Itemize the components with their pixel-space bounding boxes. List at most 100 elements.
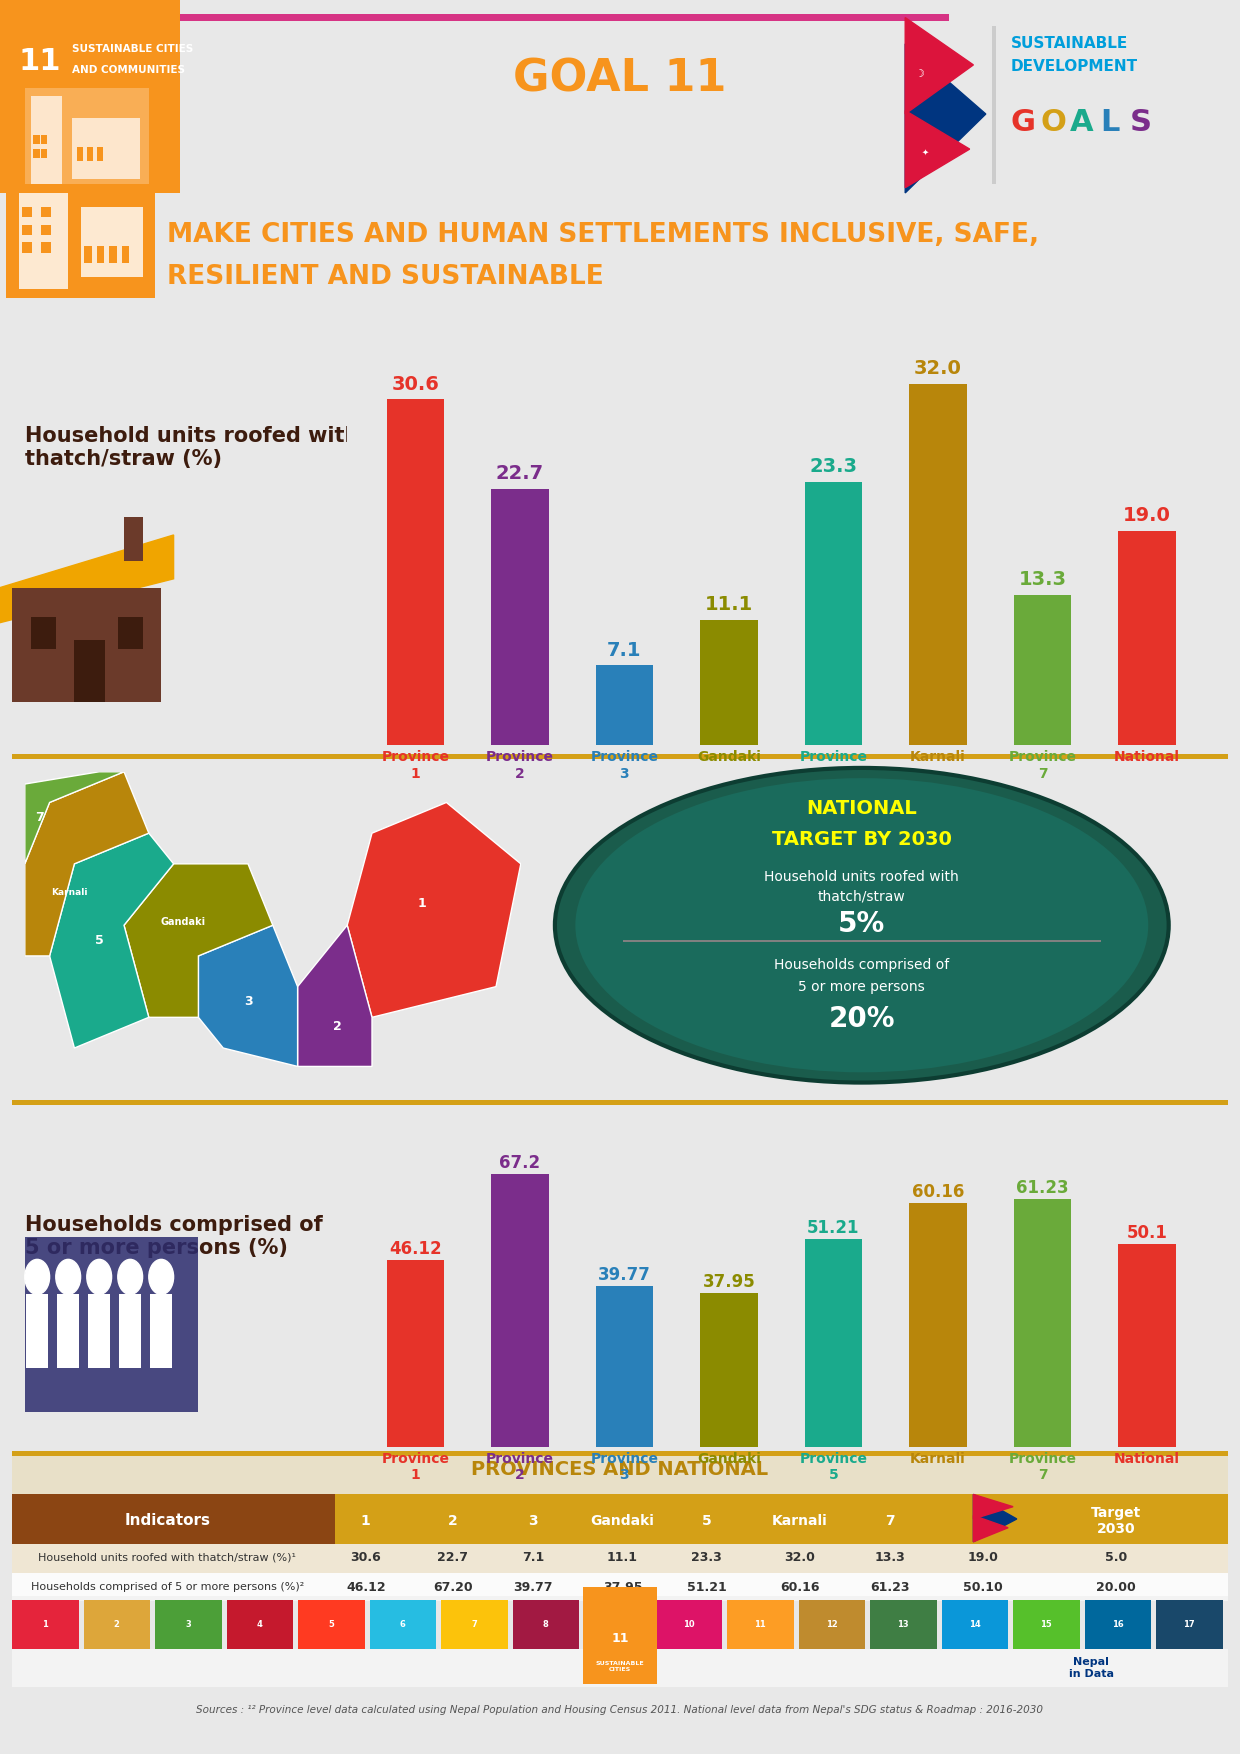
Text: GOAL 11: GOAL 11 xyxy=(513,58,727,100)
Bar xyxy=(41,135,47,144)
Bar xyxy=(12,754,1228,759)
Text: TARGET BY 2030: TARGET BY 2030 xyxy=(771,830,952,849)
Text: 10: 10 xyxy=(683,1619,694,1629)
Text: 30.6: 30.6 xyxy=(392,375,439,393)
Text: 19.0: 19.0 xyxy=(1123,505,1171,524)
Bar xyxy=(150,1294,172,1368)
Text: 11.1: 11.1 xyxy=(608,1551,639,1565)
Text: Gandaki: Gandaki xyxy=(590,1514,655,1528)
Polygon shape xyxy=(298,924,372,1066)
Bar xyxy=(19,193,68,289)
Text: 7: 7 xyxy=(35,810,45,824)
Text: 5: 5 xyxy=(702,1514,712,1528)
Bar xyxy=(12,1544,1228,1573)
Text: 37.95: 37.95 xyxy=(703,1273,755,1291)
Text: DEVELOPMENT: DEVELOPMENT xyxy=(1011,60,1138,74)
Bar xyxy=(6,184,155,298)
Text: 16: 16 xyxy=(1111,1619,1123,1629)
Bar xyxy=(491,489,548,745)
Text: 51.21: 51.21 xyxy=(807,1219,859,1237)
Text: 13.3: 13.3 xyxy=(1018,570,1066,589)
Bar xyxy=(33,135,40,144)
Bar xyxy=(12,1544,1228,1596)
Bar xyxy=(31,96,62,184)
Bar xyxy=(119,1294,141,1368)
Text: 5%: 5% xyxy=(838,910,885,938)
Text: 32.0: 32.0 xyxy=(914,360,962,377)
Polygon shape xyxy=(973,1515,1008,1542)
Bar xyxy=(1118,1244,1176,1447)
Text: 39.77: 39.77 xyxy=(598,1266,651,1284)
Polygon shape xyxy=(124,863,273,1017)
Bar xyxy=(155,1600,222,1649)
Bar xyxy=(33,135,40,144)
Bar xyxy=(370,1600,436,1649)
Text: 5.0: 5.0 xyxy=(1105,1551,1127,1565)
Bar xyxy=(74,640,105,702)
Text: O: O xyxy=(1040,109,1066,137)
Text: 1: 1 xyxy=(417,896,427,910)
Bar xyxy=(513,1600,579,1649)
Text: 20%: 20% xyxy=(828,1005,895,1033)
Bar xyxy=(595,665,653,745)
Bar xyxy=(992,26,996,184)
Bar xyxy=(799,1600,866,1649)
Text: 3: 3 xyxy=(244,995,252,1009)
Bar xyxy=(0,0,180,193)
Bar xyxy=(31,617,56,649)
Polygon shape xyxy=(905,111,970,188)
Text: 5 or more persons: 5 or more persons xyxy=(799,980,925,995)
Text: 7: 7 xyxy=(471,1619,477,1629)
Polygon shape xyxy=(905,18,973,114)
Text: 51.21: 51.21 xyxy=(687,1580,727,1594)
Text: 11: 11 xyxy=(19,47,61,75)
Bar xyxy=(1013,1600,1080,1649)
Text: 61.23: 61.23 xyxy=(870,1580,910,1594)
Polygon shape xyxy=(905,44,986,193)
Bar xyxy=(12,588,161,702)
Bar xyxy=(22,242,32,253)
Text: NATIONAL: NATIONAL xyxy=(806,800,918,819)
Polygon shape xyxy=(25,772,124,863)
Bar xyxy=(1118,530,1176,745)
Text: 50.1: 50.1 xyxy=(1127,1224,1167,1242)
Text: 23.3: 23.3 xyxy=(810,458,857,477)
Text: SUSTAINABLE CITIES: SUSTAINABLE CITIES xyxy=(72,44,193,54)
Polygon shape xyxy=(0,535,174,623)
Text: SUSTAINABLE
CITIES: SUSTAINABLE CITIES xyxy=(595,1661,645,1672)
Text: Karnali: Karnali xyxy=(773,1514,827,1528)
Text: RESILIENT AND SUSTAINABLE: RESILIENT AND SUSTAINABLE xyxy=(167,265,604,289)
Bar xyxy=(805,1240,862,1447)
Bar xyxy=(12,1456,1228,1494)
Bar xyxy=(97,246,104,263)
Text: 7: 7 xyxy=(885,1514,895,1528)
Text: SUSTAINABLE: SUSTAINABLE xyxy=(1011,37,1128,51)
Bar xyxy=(72,118,140,179)
Text: Household units roofed with thatch/straw (%)¹: Household units roofed with thatch/straw… xyxy=(38,1552,296,1563)
Bar xyxy=(41,242,51,253)
Circle shape xyxy=(149,1259,174,1294)
Text: 19.0: 19.0 xyxy=(968,1551,998,1565)
Text: 61.23: 61.23 xyxy=(1016,1179,1069,1196)
Bar xyxy=(41,225,51,235)
Circle shape xyxy=(118,1259,143,1294)
Bar xyxy=(299,1600,365,1649)
Bar xyxy=(584,1600,651,1649)
Text: 5: 5 xyxy=(329,1619,334,1629)
Text: MAKE CITIES AND HUMAN SETTLEMENTS INCLUSIVE, SAFE,: MAKE CITIES AND HUMAN SETTLEMENTS INCLUS… xyxy=(167,223,1039,247)
Polygon shape xyxy=(50,833,174,1047)
Text: 11: 11 xyxy=(611,1631,629,1645)
Text: 6: 6 xyxy=(399,1619,405,1629)
Bar xyxy=(33,149,40,158)
Bar xyxy=(0,184,1240,298)
Text: 11.1: 11.1 xyxy=(704,595,753,614)
Circle shape xyxy=(87,1259,112,1294)
Text: 67.20: 67.20 xyxy=(433,1580,472,1594)
Bar xyxy=(87,147,93,161)
Bar xyxy=(727,1600,794,1649)
Text: Sources : ¹² Province level data calculated using Nepal Population and Housing C: Sources : ¹² Province level data calcula… xyxy=(196,1705,1044,1715)
Text: ☽: ☽ xyxy=(915,68,925,79)
Text: Households comprised of 5 or more persons (%)²: Households comprised of 5 or more person… xyxy=(31,1582,304,1593)
Bar xyxy=(12,1494,335,1544)
Bar xyxy=(12,1100,1228,1105)
